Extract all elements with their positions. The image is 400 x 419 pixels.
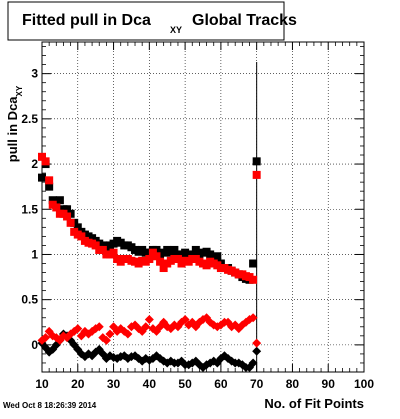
title-rest: Global Tracks [192,12,297,29]
data-point-square [38,173,46,182]
data-point-square [41,157,50,166]
x-tick-label: 30 [107,377,121,391]
data-point-diamond [101,335,111,345]
data-markers [37,62,262,372]
data-point-diamond [180,315,190,325]
y-tick-label: 3 [31,67,38,81]
y-tick-label: 1.5 [21,202,38,216]
data-point-square [73,223,82,232]
axis-ticks: 10 20 30 40 50 60 70 80 90 100 0 0.5 1 1.5 2 2.5 3 [21,42,374,391]
data-point-diamond [123,329,133,339]
data-point-square [91,241,100,250]
y-tick-label: 0 [31,338,38,352]
x-tick-label: 50 [178,377,192,391]
x-tick-label: 10 [35,377,49,391]
data-point-square [45,182,54,191]
data-point-square [249,275,258,284]
data-point-square [206,250,215,259]
y-axis-label-group: pull in DcaXY [5,85,24,162]
data-point-square [152,252,161,261]
data-point-square [63,212,72,221]
data-point-square [66,218,75,227]
y-tick-label: 0.5 [21,293,38,307]
data-point-square [156,257,165,266]
x-tick-label: 40 [143,377,157,391]
data-point-square [98,245,107,254]
data-point-diamond [94,322,104,332]
series-3 [37,313,262,348]
data-point-diamond [252,346,262,356]
data-point-diamond [252,338,262,348]
data-point-diamond [144,315,154,325]
y-tick-label: 1 [31,247,38,261]
x-tick-label: 70 [250,377,264,391]
data-point-square [77,232,86,241]
x-axis-label: No. of Fit Points [264,396,364,411]
data-point-square [63,205,72,214]
data-point-square [55,196,64,205]
data-point-square [45,176,54,185]
x-tick-label: 80 [286,377,300,391]
plot-frame [41,41,365,373]
data-point-square [48,196,57,205]
x-tick-label: 60 [214,377,228,391]
title-main: Fitted pull in Dca [22,12,151,29]
data-point-square [109,248,118,257]
data-point-diamond [105,329,115,339]
data-point-square [249,259,258,268]
y-axis-label: pull in DcaXY [5,85,24,162]
series-1 [38,152,261,284]
title-subscript: XY [170,25,182,35]
data-point-square [52,203,61,212]
y-tick-label: 2 [31,157,38,171]
y-tick-label: 2.5 [21,112,38,126]
data-point-square [38,152,46,161]
x-tick-label: 20 [71,377,85,391]
data-point-diamond [141,322,151,332]
data-point-square [145,254,154,263]
data-point-square [159,264,168,273]
data-point-square [188,250,197,259]
data-point-square [252,170,261,179]
data-point-diamond [248,358,258,368]
footer-timestamp: Wed Oct 8 18:26:39 2014 [3,401,97,410]
title-box [7,1,285,41]
data-point-square [170,245,179,254]
x-tick-label: 100 [354,377,374,391]
data-point-diamond [41,333,51,343]
data-point-diamond [119,326,129,336]
data-point-square [173,254,182,263]
data-point-diamond [73,324,83,334]
data-point-diamond [248,313,258,323]
data-point-square [191,245,200,254]
data-point-square [213,252,222,261]
data-point-square [252,157,261,166]
data-point-diamond [119,351,129,361]
x-tick-label: 90 [322,377,336,391]
